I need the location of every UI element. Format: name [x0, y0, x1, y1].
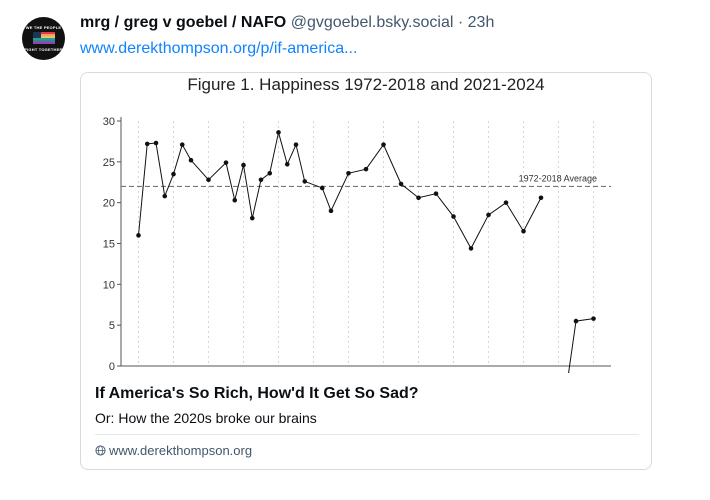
post-time[interactable]: 23h: [467, 14, 495, 31]
data-point: [521, 228, 526, 234]
data-point: [153, 140, 159, 146]
data-point: [591, 316, 596, 321]
data-point: [188, 157, 194, 163]
data-point: [241, 162, 246, 168]
data-point: [328, 208, 334, 214]
y-tick-label: 20: [103, 198, 115, 210]
data-point: [249, 215, 255, 221]
data-point: [258, 177, 264, 183]
happiness-chart: Figure 1. Happiness 1972-2018 and 2021-2…: [103, 75, 611, 383]
globe-icon: [95, 445, 106, 456]
data-point: [416, 195, 421, 201]
card-title[interactable]: If America's So Rich, How'd It Get So Sa…: [95, 385, 419, 402]
data-point: [302, 179, 308, 184]
y-tick-label: 0: [109, 361, 115, 373]
data-point: [179, 142, 185, 147]
data-point: [232, 197, 238, 203]
data-point: [538, 195, 544, 201]
flag-icon: [33, 32, 55, 44]
data-point: [573, 318, 579, 324]
data-point: [468, 246, 474, 251]
data-point: [381, 142, 386, 147]
avatar[interactable]: WE THE PEOPLE FIGHT TOGETHER: [22, 17, 65, 60]
separator: ·: [457, 14, 464, 31]
data-point: [267, 170, 273, 176]
data-point: [398, 181, 404, 187]
series-line: [566, 318, 594, 383]
post-header: mrg / greg v goebel / NAFO @gvgoebel.bsk…: [80, 14, 494, 32]
y-tick-label: 10: [103, 279, 115, 291]
data-point: [319, 185, 325, 191]
y-tick-label: 15: [103, 239, 115, 251]
y-tick-label: 30: [103, 116, 115, 128]
card-domain-text: www.derekthompson.org: [109, 443, 253, 458]
author-handle[interactable]: @gvgoebel.bsky.social: [290, 14, 454, 31]
data-point: [433, 191, 439, 196]
avatar-text-bottom: FIGHT TOGETHER: [24, 47, 63, 52]
data-point: [284, 161, 290, 167]
author-name[interactable]: mrg / greg v goebel / NAFO: [80, 14, 287, 31]
card-description: Or: How the 2020s broke our brains: [95, 410, 317, 426]
average-line-label: 1972-2018 Average: [519, 173, 597, 183]
data-point: [206, 177, 211, 183]
data-point: [363, 166, 369, 172]
series-line: [138, 132, 542, 250]
y-tick-label: 5: [109, 320, 115, 332]
y-tick-label: 25: [103, 157, 115, 169]
card-image: Figure 1. Happiness 1972-2018 and 2021-2…: [81, 73, 651, 383]
post-link[interactable]: www.derekthompson.org/p/if-america...: [80, 40, 358, 57]
data-point: [144, 141, 150, 147]
card-domain: www.derekthompson.org: [95, 443, 252, 458]
data-point: [136, 233, 141, 238]
link-card[interactable]: Figure 1. Happiness 1972-2018 and 2021-2…: [80, 72, 652, 470]
data-point: [162, 193, 168, 199]
card-divider: [95, 434, 639, 435]
data-point: [451, 214, 456, 219]
data-point: [486, 212, 491, 218]
data-point: [346, 170, 351, 176]
data-point: [503, 200, 509, 205]
data-point: [171, 171, 176, 177]
avatar-text-top: WE THE PEOPLE: [25, 25, 62, 30]
chart-title: Figure 1. Happiness 1972-2018 and 2021-2…: [187, 75, 544, 94]
data-point: [276, 130, 281, 135]
data-point: [223, 160, 229, 165]
data-point: [293, 142, 299, 147]
